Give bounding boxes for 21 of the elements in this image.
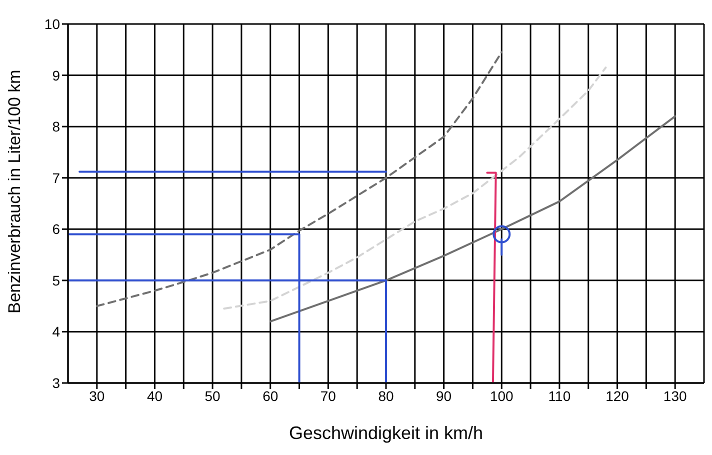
y-tick-label: 5 <box>52 272 60 288</box>
x-tick-label: 130 <box>663 388 687 404</box>
x-tick-label: 110 <box>548 388 571 404</box>
x-tick-label: 60 <box>262 388 278 404</box>
x-tick-label: 90 <box>436 388 452 404</box>
x-tick-label: 100 <box>490 388 514 404</box>
y-tick-label: 3 <box>52 374 60 391</box>
y-axis-title: Benzinverbrauch in Liter/100 km <box>5 70 24 314</box>
y-tick-label: 8 <box>52 118 60 135</box>
x-tick-label: 50 <box>204 388 221 404</box>
x-tick-label: 70 <box>320 388 336 404</box>
x-tick-label: 30 <box>89 388 105 404</box>
y-tick-label: 9 <box>52 67 60 84</box>
x-tick-label: 120 <box>606 388 630 404</box>
x-tick-label: 80 <box>378 388 394 404</box>
y-tick-label: 7 <box>52 170 60 186</box>
y-tick-label: 4 <box>52 324 60 340</box>
x-tick-label: 40 <box>146 388 163 404</box>
y-tick-label: 6 <box>52 221 60 238</box>
x-axis-title: Geschwindigkeit in km/h <box>288 423 484 443</box>
y-tick-label: 10 <box>44 16 60 32</box>
